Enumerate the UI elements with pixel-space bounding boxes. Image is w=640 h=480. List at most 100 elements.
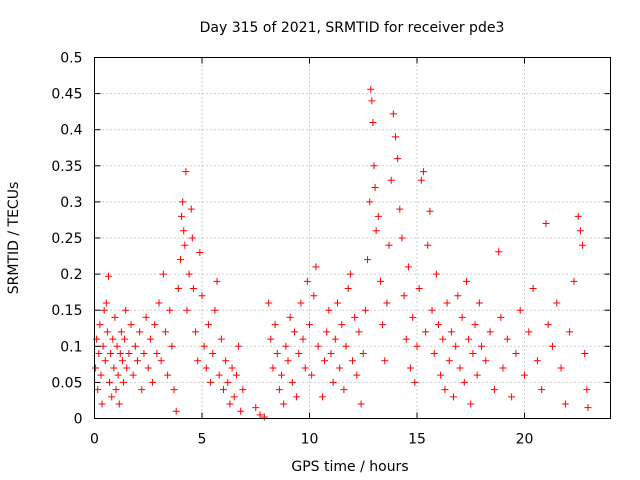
y-tick-label: 0.3 <box>60 195 82 211</box>
data-point <box>215 371 223 379</box>
data-point <box>370 162 378 170</box>
data-point <box>282 342 290 350</box>
data-point <box>407 364 415 372</box>
data-point <box>111 313 119 321</box>
data-point <box>415 285 423 293</box>
data-point <box>106 378 114 386</box>
data-point <box>413 342 421 350</box>
x-tick-label: 20 <box>516 432 534 448</box>
data-point <box>211 306 219 314</box>
data-point <box>318 393 326 401</box>
data-point <box>230 393 238 401</box>
data-point <box>553 299 561 307</box>
data-point <box>185 270 193 278</box>
x-axis-label: GPS time / hours <box>291 459 408 475</box>
data-point <box>179 198 187 206</box>
data-point <box>398 234 406 242</box>
data-point <box>499 364 507 372</box>
data-point <box>182 168 190 176</box>
data-point <box>456 364 464 372</box>
data-point <box>503 335 511 343</box>
data-point <box>372 227 380 235</box>
data-point <box>392 133 399 141</box>
data-point <box>178 212 186 220</box>
data-point <box>445 357 453 365</box>
data-point <box>333 299 341 307</box>
data-point <box>114 371 122 379</box>
data-point <box>168 342 176 350</box>
data-point <box>394 155 402 163</box>
data-point <box>95 350 103 358</box>
data-point <box>475 299 483 307</box>
data-point <box>239 386 247 394</box>
data-point <box>297 299 305 307</box>
data-point <box>486 328 494 336</box>
data-point <box>557 364 565 372</box>
data-point <box>366 198 374 206</box>
data-point <box>159 270 167 278</box>
data-point <box>450 393 458 401</box>
data-point <box>379 321 387 329</box>
data-point <box>129 371 137 379</box>
data-point <box>122 306 130 314</box>
data-point <box>222 357 230 365</box>
data-point <box>471 321 479 329</box>
data-point <box>426 207 434 215</box>
data-point <box>228 364 236 372</box>
data-point <box>220 386 227 394</box>
data-point <box>96 321 104 329</box>
data-point <box>447 328 455 336</box>
data-point <box>290 328 298 336</box>
data-point <box>542 220 550 228</box>
data-point <box>108 393 116 401</box>
data-point <box>153 350 161 358</box>
data-point <box>284 357 292 365</box>
data-point <box>359 350 367 358</box>
data-point <box>144 364 152 372</box>
data-point <box>188 234 196 242</box>
y-tick-label: 0.25 <box>51 231 82 247</box>
data-point <box>100 306 108 314</box>
data-point <box>521 371 528 379</box>
data-point <box>538 386 546 394</box>
y-tick-label: 0.35 <box>51 159 82 175</box>
y-tick-label: 0.2 <box>60 267 82 283</box>
data-point <box>321 357 329 365</box>
data-point <box>325 306 333 314</box>
y-tick-label: 0.1 <box>60 339 82 355</box>
data-point <box>342 342 350 350</box>
data-point <box>452 342 460 350</box>
data-point <box>183 306 191 314</box>
data-point <box>458 313 466 321</box>
data-point <box>430 350 438 358</box>
data-point <box>121 335 129 343</box>
data-point <box>102 299 110 307</box>
data-point <box>579 241 587 249</box>
data-point <box>286 313 294 321</box>
data-point <box>439 335 447 343</box>
data-point <box>544 321 552 329</box>
data-point <box>200 342 208 350</box>
data-point <box>409 313 417 321</box>
axis-ticks: 0 0.05 0.1 0.15 0.2 0.25 0.3 0.35 0.4 0.45 0.5 0 5 10… <box>51 51 611 448</box>
data-point <box>331 335 339 343</box>
data-point <box>293 393 301 401</box>
data-point <box>385 241 393 249</box>
data-point <box>99 342 107 350</box>
data-point <box>192 328 200 336</box>
data-point <box>353 371 361 379</box>
x-tick-label: 5 <box>198 432 207 448</box>
data-point <box>340 386 348 394</box>
data-point <box>213 277 221 285</box>
data-point <box>109 335 117 343</box>
data-point <box>187 205 195 213</box>
data-point <box>371 183 379 191</box>
y-tick-label: 0.45 <box>51 87 82 103</box>
data-point <box>428 306 436 314</box>
data-points <box>92 85 592 421</box>
grid <box>94 57 611 419</box>
data-point <box>566 328 574 336</box>
data-point <box>237 407 245 415</box>
data-point <box>295 350 303 358</box>
data-point <box>424 241 432 249</box>
